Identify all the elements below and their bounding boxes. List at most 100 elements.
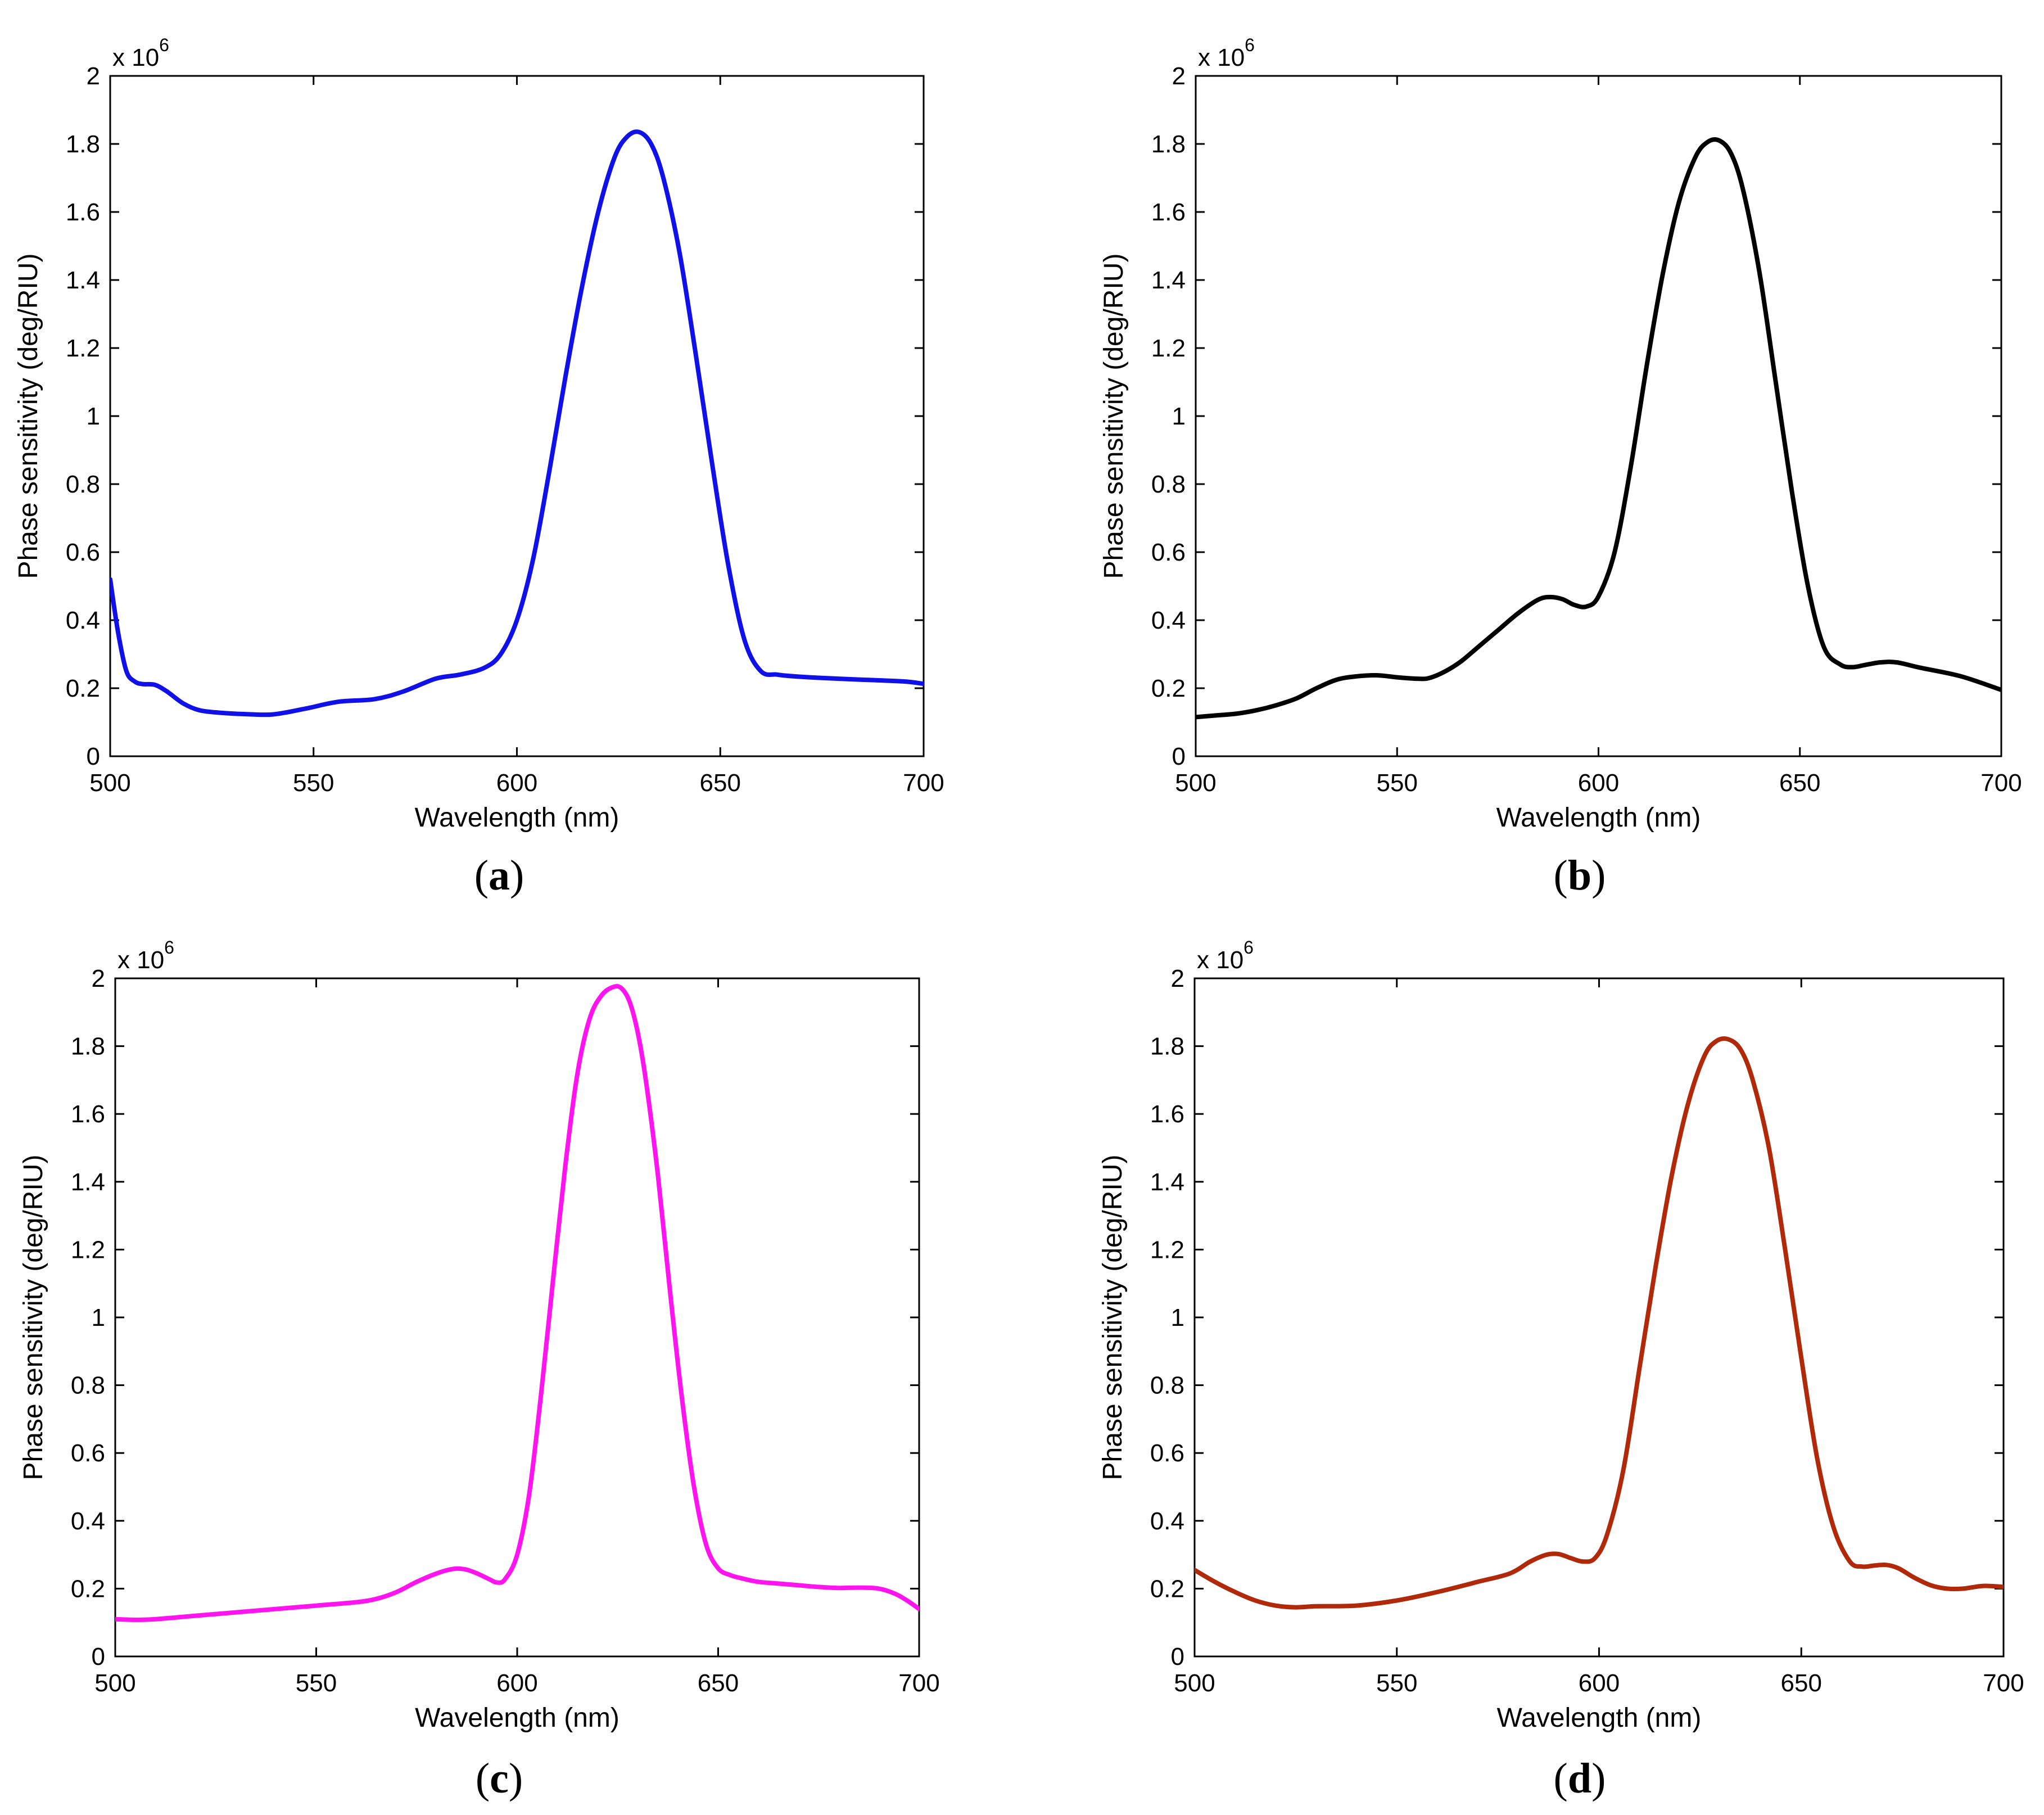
y-multiplier-label: x 106 (112, 35, 169, 71)
y-tick-label: 1.2 (1150, 1236, 1184, 1263)
y-tick-label: 1.8 (66, 130, 100, 158)
y-tick-label: 1 (87, 403, 100, 430)
y-tick-label: 1.4 (71, 1168, 105, 1196)
y-tick-label: 2 (1172, 62, 1186, 90)
x-tick-label: 700 (1983, 1669, 2024, 1697)
panel-label: (d) (1554, 1755, 1606, 1802)
x-tick-label: 550 (1376, 1669, 1417, 1697)
panel-label-letter: c (490, 1755, 509, 1802)
y-tick-label: 1.6 (71, 1100, 105, 1128)
x-tick-label: 700 (898, 1669, 939, 1697)
y-tick-label: 1 (1171, 1304, 1184, 1331)
y-tick-label: 1.6 (66, 198, 100, 226)
panel-label-close-paren: ) (509, 1755, 523, 1802)
panel-label-close-paren: ) (1591, 1755, 1606, 1802)
x-tick-label: 600 (496, 1669, 537, 1697)
x-tick-label: 550 (293, 769, 334, 797)
y-tick-label: 0.2 (66, 675, 100, 702)
y-tick-label: 1.2 (66, 335, 100, 362)
y-multiplier-label: x 106 (1197, 937, 1254, 974)
y-tick-label: 0.4 (1151, 607, 1186, 634)
chart-panel-a: 500 550 600 650 700 0 0.2 0.4 0.6 0.8 1 1.2 1.4 1.6 1.… (13, 35, 944, 899)
y-multiplier-base: x 10 (117, 946, 164, 974)
x-axis-label: Wavelength (nm) (415, 803, 619, 833)
y-tick-label: 1.2 (71, 1236, 105, 1263)
y-tick-label: 0.6 (71, 1439, 105, 1467)
y-tick-label: 2 (1171, 965, 1184, 992)
y-multiplier-label: x 106 (117, 937, 174, 974)
y-tick-label: 1 (1172, 403, 1186, 430)
y-tick-label: 0 (1171, 1643, 1184, 1670)
y-axis-label: Phase sensitivity (deg/RIU) (1099, 254, 1129, 579)
y-tick-label: 1.2 (1151, 335, 1186, 362)
x-axis-label: Wavelength (nm) (1497, 1703, 1702, 1733)
y-multiplier-exponent: 6 (1245, 35, 1255, 55)
y-tick-label: 1.8 (1150, 1033, 1184, 1060)
series-line (115, 983, 919, 1622)
x-tick-label: 700 (903, 769, 944, 797)
panel-label-letter: d (1568, 1755, 1591, 1802)
y-axis-label: Phase sensitivity (deg/RIU) (19, 1155, 48, 1480)
y-tick-label: 0.2 (1150, 1575, 1184, 1602)
x-tick-label: 650 (1781, 1669, 1822, 1697)
x-tick-label: 550 (296, 1669, 337, 1697)
panel-label: (a) (474, 852, 524, 899)
y-tick-label: 2 (87, 62, 100, 90)
series-line (1195, 1036, 2004, 1610)
y-tick-label: 1.4 (1150, 1168, 1184, 1196)
panel-label-letter: b (1568, 852, 1591, 899)
y-multiplier-exponent: 6 (164, 937, 174, 958)
y-tick-label: 0.8 (66, 471, 100, 498)
y-tick-label: 1.6 (1150, 1100, 1184, 1128)
series-line (1196, 137, 2001, 720)
y-tick-label: 0.2 (71, 1575, 105, 1602)
y-tick-label: 0.8 (1150, 1372, 1184, 1399)
y-tick-label: 1.6 (1151, 198, 1186, 226)
y-multiplier-base: x 10 (1197, 946, 1243, 974)
y-tick-label: 2 (92, 965, 105, 992)
y-tick-label: 0.8 (71, 1372, 105, 1399)
panel-label-close-paren: ) (1591, 852, 1606, 899)
y-multiplier-base: x 10 (112, 44, 159, 71)
x-tick-label: 550 (1377, 769, 1418, 797)
y-tick-label: 0.6 (66, 539, 100, 566)
y-tick-label: 1.4 (66, 267, 100, 294)
x-tick-label: 600 (496, 769, 537, 797)
y-tick-label: 0.4 (1150, 1507, 1184, 1535)
chart-panel-c: 500 550 600 650 700 0 0.2 0.4 0.6 0.8 1 1.2 1.4 1.6 1.… (19, 937, 940, 1802)
panel-label-open-paren: ( (1554, 852, 1568, 899)
y-multiplier-base: x 10 (1198, 44, 1245, 71)
y-tick-label: 0.4 (71, 1507, 105, 1535)
y-axis-label: Phase sensitivity (deg/RIU) (1098, 1155, 1128, 1480)
y-tick-label: 1.8 (71, 1033, 105, 1060)
x-tick-label: 600 (1578, 769, 1619, 797)
x-axis-label: Wavelength (nm) (415, 1703, 619, 1733)
y-multiplier-exponent: 6 (1243, 937, 1254, 958)
y-tick-label: 0.6 (1151, 539, 1186, 566)
x-tick-label: 600 (1579, 1669, 1620, 1697)
panel-label: (b) (1554, 852, 1606, 899)
panel-label-open-paren: ( (476, 1755, 490, 1802)
x-tick-label: 500 (1175, 769, 1216, 797)
x-tick-label: 500 (94, 1669, 135, 1697)
panel-label-open-paren: ( (1554, 1755, 1568, 1802)
y-tick-label: 0.8 (1151, 471, 1186, 498)
x-axis-label: Wavelength (nm) (1496, 803, 1701, 833)
x-tick-label: 650 (700, 769, 741, 797)
y-tick-label: 1.4 (1151, 267, 1186, 294)
y-tick-label: 0.4 (66, 607, 100, 634)
y-multiplier-exponent: 6 (159, 35, 169, 55)
chart-panel-d: 500 550 600 650 700 0 0.2 0.4 0.6 0.8 1 1.2 1.4 1.6 1.… (1098, 937, 2024, 1802)
panel-label-open-paren: ( (474, 852, 489, 899)
x-tick-label: 500 (1174, 1669, 1215, 1697)
y-tick-label: 0 (87, 743, 100, 770)
x-tick-label: 500 (89, 769, 130, 797)
panel-label-close-paren: ) (510, 852, 524, 899)
panel-label: (c) (476, 1755, 523, 1802)
y-multiplier-label: x 106 (1198, 35, 1255, 71)
y-tick-label: 0 (1172, 743, 1186, 770)
x-tick-label: 650 (1779, 769, 1820, 797)
y-tick-label: 1 (92, 1304, 105, 1331)
